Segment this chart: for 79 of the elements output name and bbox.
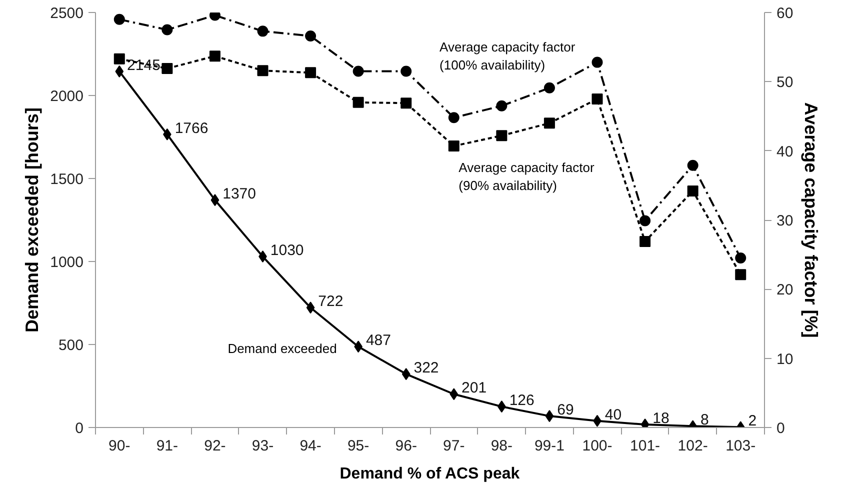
data-label: 8 [700, 412, 709, 429]
data-label: 722 [318, 293, 344, 310]
point [544, 118, 555, 129]
point [352, 66, 364, 77]
y-tick-label: 2000 [50, 88, 84, 105]
point [162, 24, 173, 36]
data-label: 1030 [270, 242, 304, 260]
point [305, 67, 316, 78]
point [544, 82, 555, 94]
data-label: 126 [509, 392, 534, 410]
point [448, 140, 460, 152]
point [209, 50, 220, 62]
point [306, 302, 315, 314]
x-tick-label: 103- [726, 438, 756, 454]
point [735, 252, 746, 264]
point [640, 215, 651, 226]
point [450, 388, 458, 400]
point [400, 66, 412, 77]
data-label: 2 [748, 412, 757, 430]
y2-tick-label: 40 [776, 143, 794, 160]
point [257, 65, 268, 76]
y2-tick-label: 20 [776, 282, 794, 299]
point [735, 269, 746, 280]
point [115, 65, 124, 78]
point [162, 63, 173, 74]
y2-tick-label: 10 [776, 350, 794, 368]
x-tick-label: 91- [156, 438, 178, 454]
x-tick-label: 100- [582, 438, 612, 454]
x-tick-label: 102- [678, 438, 708, 454]
x-tick-label: 90- [108, 438, 130, 454]
data-label: 1370 [222, 186, 256, 203]
point [496, 100, 508, 112]
y2-axis-title: Average capacity factor [%] [801, 102, 822, 338]
x-tick-label: 95- [347, 438, 370, 454]
data-label: 322 [414, 360, 439, 377]
series-label: Demand exceeded [228, 341, 337, 356]
y2-tick-label: 60 [776, 5, 794, 22]
point [640, 236, 651, 247]
y-axis-title: Demand exceeded [hours] [22, 107, 42, 333]
y-tick-label: 1000 [50, 254, 84, 271]
point [448, 112, 460, 124]
x-tick-label: 99-1 [534, 438, 564, 454]
point [687, 160, 698, 171]
x-axis-title: Demand % of ACS peak [340, 466, 520, 482]
data-label: 18 [652, 410, 670, 428]
x-tick-label: 94- [300, 438, 322, 454]
x-tick-label: 97- [443, 438, 465, 454]
point [305, 30, 316, 42]
data-label: 201 [462, 380, 487, 397]
data-label: 487 [366, 332, 391, 350]
y2-tick-label: 0 [776, 420, 785, 437]
point [496, 130, 508, 142]
y2-tick-label: 50 [776, 74, 794, 92]
point [592, 56, 603, 68]
point [114, 53, 125, 64]
series-label: Average capacity factor (100% availability) [440, 40, 576, 73]
data-label: 40 [604, 406, 622, 424]
series-label: Average capacity factor (90% availability) [458, 160, 595, 193]
point [114, 14, 125, 25]
data-label: 69 [557, 402, 574, 419]
x-tick-label: 93- [252, 438, 274, 454]
y-tick-label: 0 [75, 420, 84, 437]
x-tick-label: 96- [395, 438, 417, 454]
point [687, 185, 698, 196]
x-tick-label: 92- [204, 438, 226, 454]
x-tick-label: 101- [630, 438, 660, 454]
point [592, 93, 603, 104]
y2-tick-label: 30 [776, 212, 794, 230]
point [402, 368, 410, 380]
point [545, 410, 554, 422]
point [352, 96, 364, 108]
point [257, 26, 268, 37]
y-tick-label: 500 [58, 337, 84, 354]
point [210, 194, 220, 206]
x-tick-label: 98- [490, 438, 513, 454]
y-tick-label: 1500 [50, 171, 84, 188]
data-label: 1766 [174, 120, 208, 137]
point [400, 98, 412, 109]
y-tick-label: 2500 [50, 5, 84, 22]
